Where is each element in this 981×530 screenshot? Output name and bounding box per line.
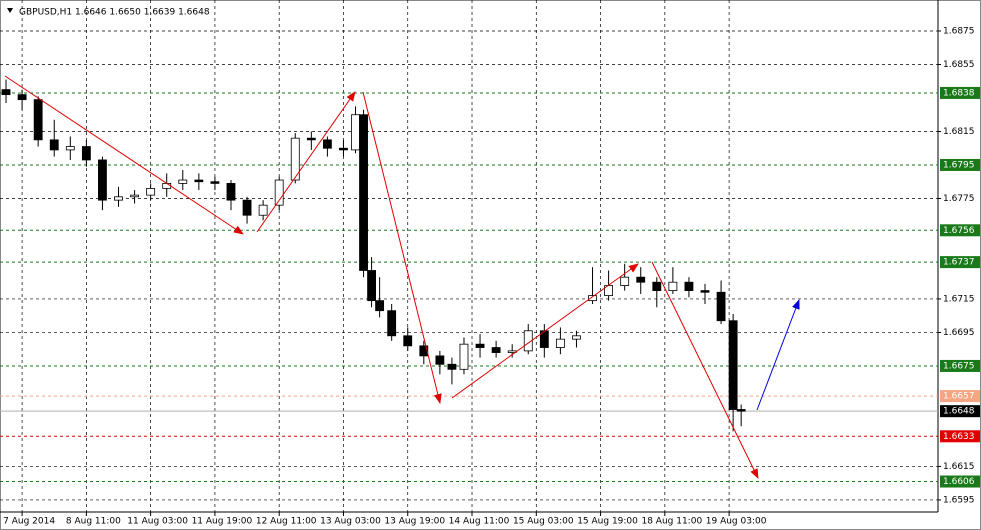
arrow <box>4 75 244 235</box>
candle-body <box>322 139 332 149</box>
x-tick-label: 15 Aug 19:00 <box>577 517 638 527</box>
candle-body <box>114 196 123 201</box>
level-label-box <box>940 256 980 269</box>
candle-body <box>475 343 485 348</box>
y-tick-label: 1.6875 <box>943 26 975 36</box>
level-label: 1.6795 <box>943 160 975 170</box>
x-tick-label: 15 Aug 03:00 <box>513 517 574 527</box>
x-tick-label: 13 Aug 19:00 <box>384 517 445 527</box>
candle-body <box>351 114 360 151</box>
candle-body <box>668 281 678 291</box>
candle-body <box>728 320 738 410</box>
candle-body <box>367 270 377 302</box>
candle-body <box>178 179 188 184</box>
level-label: 1.6838 <box>943 88 975 98</box>
candle-body <box>588 295 597 302</box>
candle-body <box>387 310 397 337</box>
y-tick-label: 1.6815 <box>943 127 975 137</box>
x-tick-label: 11 Aug 19:00 <box>192 517 253 527</box>
chart-title: GBPUSD,H1 1.6646 1.6650 1.6639 1.6648 <box>19 8 210 18</box>
candle-body <box>339 147 348 151</box>
candle-body <box>210 181 220 184</box>
level-label: 1.6756 <box>943 226 975 236</box>
arrow <box>256 91 356 233</box>
level-label-box <box>940 430 980 443</box>
arrow <box>756 299 800 411</box>
candle-body <box>290 137 300 181</box>
candle-body <box>146 188 156 196</box>
y-tick-label: 1.6775 <box>943 194 975 204</box>
candle-body <box>572 335 581 340</box>
candle-body <box>620 276 630 286</box>
candle-body <box>459 343 469 370</box>
candle-body <box>419 345 429 357</box>
x-tick-label: 8 Aug 11:00 <box>66 517 121 527</box>
level-label: 1.6648 <box>943 407 975 417</box>
level-label: 1.6737 <box>943 258 975 268</box>
candle-body <box>359 114 368 271</box>
candle-body <box>49 139 59 151</box>
candle-body <box>33 99 43 141</box>
level-label-box <box>940 86 980 99</box>
candle-body <box>17 94 27 101</box>
candle-body <box>162 182 172 189</box>
candle-body <box>555 338 565 348</box>
candle-body <box>226 182 236 201</box>
candle-body <box>65 146 75 151</box>
level-label-box <box>940 158 980 171</box>
x-tick-label: 13 Aug 03:00 <box>320 517 381 527</box>
candle-body <box>403 335 413 347</box>
y-tick-label: 1.6715 <box>943 294 975 304</box>
y-tick-label: 1.6695 <box>943 328 975 338</box>
menu-triangle <box>7 8 13 13</box>
x-tick-label: 12 Aug 11:00 <box>256 517 317 527</box>
candle-body <box>700 290 710 293</box>
candle-body <box>491 347 501 353</box>
level-label-box <box>940 405 980 418</box>
trend-arrows <box>4 75 800 479</box>
candle-body <box>375 300 385 312</box>
x-tick-label: 14 Aug 11:00 <box>449 517 510 527</box>
candle-body <box>539 330 549 348</box>
level-label: 1.6675 <box>943 361 975 371</box>
candle-body <box>81 146 91 161</box>
x-tick-label: 18 Aug 11:00 <box>641 517 702 527</box>
level-label: 1.6657 <box>943 392 975 402</box>
candle-body <box>258 204 268 216</box>
y-tick-label: 1.6855 <box>943 60 975 70</box>
candle-body <box>523 330 533 352</box>
level-label-box <box>940 359 980 372</box>
candle-body <box>98 159 107 201</box>
candle-body <box>194 179 204 183</box>
candle-body <box>435 355 445 365</box>
candle-body <box>652 281 662 291</box>
arrow <box>451 263 639 399</box>
candle-body <box>306 137 316 141</box>
arrow <box>362 91 442 404</box>
candle-body <box>274 179 284 206</box>
level-label: 1.6606 <box>943 477 975 487</box>
candle-body <box>447 363 457 370</box>
arrow <box>651 261 759 479</box>
level-label-box <box>940 224 980 237</box>
candle-body <box>130 194 139 198</box>
y-tick-label: 1.6595 <box>943 495 975 505</box>
x-tick-label: 19 Aug 03:00 <box>706 517 767 527</box>
y-tick-label: 1.6615 <box>943 462 975 472</box>
candle-body <box>242 199 252 216</box>
x-tick-label: 11 Aug 03:00 <box>127 517 188 527</box>
level-label-box <box>940 475 980 488</box>
level-label-box <box>940 390 980 403</box>
candle-body <box>1 89 11 96</box>
x-tick-label: 7 Aug 2014 <box>3 517 55 527</box>
candle-body <box>684 281 694 291</box>
level-label: 1.6633 <box>943 432 975 442</box>
candle-body <box>636 276 646 283</box>
candle-body <box>736 409 746 412</box>
candle-body <box>716 291 726 322</box>
